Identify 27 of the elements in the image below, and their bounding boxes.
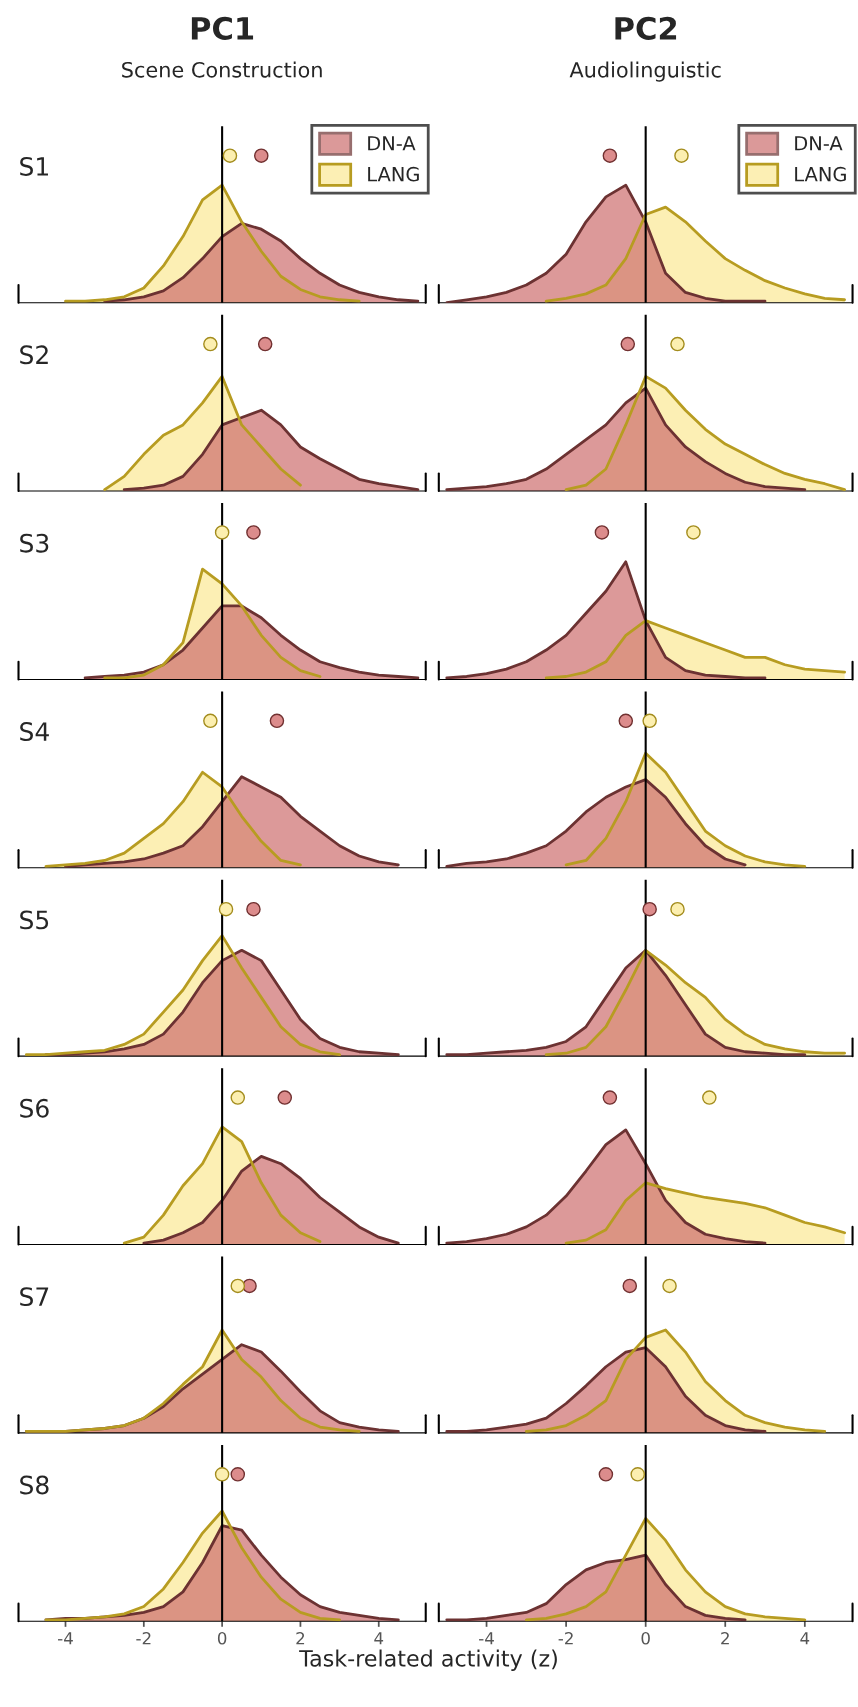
y-axis-title: S3 bbox=[20, 533, 49, 553]
y-axis-title: S8 bbox=[20, 1475, 49, 1495]
legend-label: DN-A bbox=[368, 136, 416, 151]
chart-subtitle: Audiolinguistic bbox=[569, 61, 721, 82]
x-tick-label: -2 bbox=[558, 1631, 573, 1645]
x-tick-label: 2 bbox=[296, 1631, 305, 1645]
y-axis-title: S7 bbox=[20, 1287, 49, 1307]
chart-title: PC2 bbox=[615, 16, 677, 40]
y-axis-title: S6 bbox=[20, 1098, 49, 1118]
y-axis-title: S2 bbox=[20, 345, 48, 365]
x-tick-label: 4 bbox=[374, 1632, 384, 1645]
x-tick-label: 0 bbox=[217, 1631, 227, 1645]
x-tick-label: -4 bbox=[479, 1632, 494, 1645]
chart-title: PC1 bbox=[191, 16, 254, 40]
x-tick-label: -2 bbox=[136, 1631, 151, 1645]
y-axis-title: S1 bbox=[20, 156, 48, 176]
legend-label: DN-A bbox=[795, 136, 843, 151]
legend-label: LANG bbox=[368, 166, 419, 182]
x-tick-label: 2 bbox=[721, 1631, 729, 1645]
x-axis-title: Task-related activity (z) bbox=[299, 1649, 557, 1671]
y-axis-title: S4 bbox=[20, 722, 49, 741]
x-tick-label: -4 bbox=[58, 1632, 73, 1645]
x-tick-label: 0 bbox=[641, 1631, 650, 1645]
chart-subtitle: Scene Construction bbox=[122, 61, 322, 78]
legend-label: LANG bbox=[795, 166, 846, 182]
x-tick-label: 4 bbox=[800, 1632, 810, 1645]
y-axis-title: S5 bbox=[20, 910, 49, 930]
